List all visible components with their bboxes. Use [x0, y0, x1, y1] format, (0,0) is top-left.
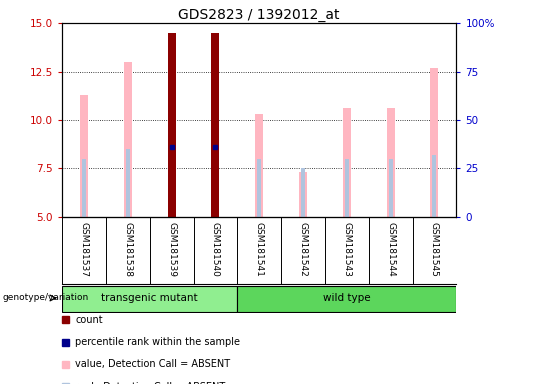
- Text: percentile rank within the sample: percentile rank within the sample: [76, 337, 240, 347]
- Text: GSM181540: GSM181540: [211, 222, 220, 277]
- Text: GSM181541: GSM181541: [255, 222, 264, 277]
- Bar: [62, 383, 69, 384]
- Text: GSM181545: GSM181545: [430, 222, 439, 277]
- Bar: [62, 286, 237, 311]
- Bar: [62, 361, 69, 368]
- Text: wild type: wild type: [323, 293, 370, 303]
- Bar: [167, 33, 176, 217]
- Bar: [126, 149, 130, 217]
- Bar: [433, 155, 436, 217]
- Bar: [62, 316, 69, 323]
- Text: value, Detection Call = ABSENT: value, Detection Call = ABSENT: [76, 359, 231, 369]
- Text: GSM181538: GSM181538: [123, 222, 132, 277]
- Bar: [430, 68, 438, 217]
- Bar: [212, 33, 219, 217]
- Bar: [62, 339, 69, 346]
- Text: GSM181539: GSM181539: [167, 222, 176, 277]
- Text: GSM181542: GSM181542: [299, 222, 307, 277]
- Bar: [389, 159, 393, 217]
- Bar: [82, 159, 86, 217]
- Bar: [213, 147, 218, 217]
- Text: rank, Detection Call = ABSENT: rank, Detection Call = ABSENT: [76, 382, 226, 384]
- Bar: [301, 169, 305, 217]
- Bar: [237, 286, 456, 311]
- Bar: [345, 159, 349, 217]
- Bar: [124, 62, 132, 217]
- Bar: [299, 172, 307, 217]
- Bar: [170, 147, 173, 217]
- Title: GDS2823 / 1392012_at: GDS2823 / 1392012_at: [178, 8, 340, 22]
- Text: GSM181544: GSM181544: [386, 222, 395, 277]
- Bar: [387, 108, 395, 217]
- Bar: [167, 33, 176, 217]
- Text: genotype/variation: genotype/variation: [3, 293, 89, 303]
- Bar: [257, 159, 261, 217]
- Bar: [343, 108, 351, 217]
- Bar: [212, 33, 219, 217]
- Text: count: count: [76, 315, 103, 325]
- Text: GSM181543: GSM181543: [342, 222, 352, 277]
- Bar: [255, 114, 263, 217]
- Text: GSM181537: GSM181537: [79, 222, 89, 277]
- Bar: [80, 95, 88, 217]
- Text: transgenic mutant: transgenic mutant: [102, 293, 198, 303]
